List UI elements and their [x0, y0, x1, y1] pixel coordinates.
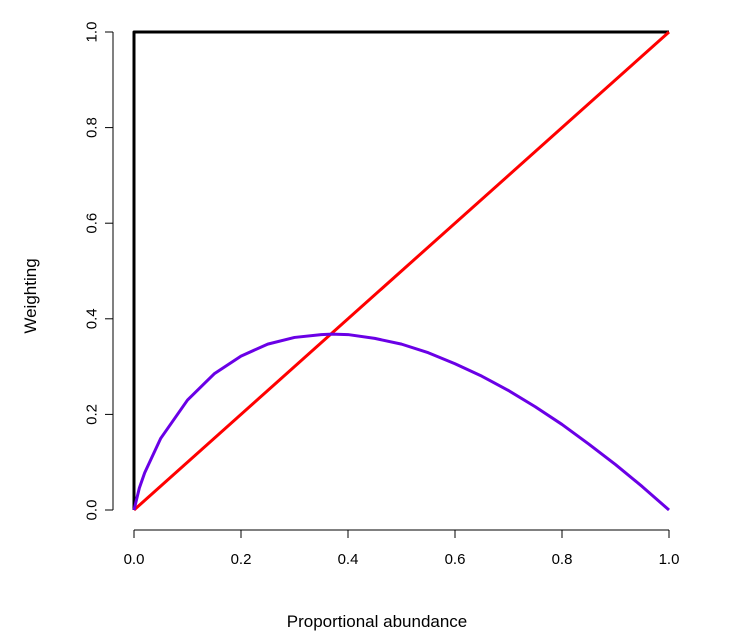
y-tick-label: 0.0: [84, 500, 101, 521]
x-tick-label: 0.0: [124, 551, 145, 568]
x-tick-label: 0.4: [338, 551, 359, 568]
axes: 0.0 0.2 0.4 0.6 0.8 1.0 0.0 0.2 0.4 0.6 0.8 1.0: [84, 22, 680, 568]
y-tick-label: 1.0: [84, 22, 101, 43]
y-tick-label: 0.8: [84, 117, 101, 138]
x-tick-label: 0.8: [552, 551, 573, 568]
series-line-1: [132, 30, 669, 510]
y-axis-title: Weighting: [21, 258, 40, 333]
x-axis-title: Proportional abundance: [287, 612, 468, 631]
x-tick-label: 1.0: [659, 551, 680, 568]
series-line-2: [133, 30, 670, 512]
series-line-3: [132, 332, 670, 512]
plot-lines: [132, 30, 670, 512]
y-tick-label: 0.4: [84, 308, 101, 329]
y-tick-label: 0.6: [84, 213, 101, 234]
x-tick-label: 0.2: [231, 551, 252, 568]
y-tick-label: 0.2: [84, 404, 101, 425]
x-tick-label: 0.6: [445, 551, 466, 568]
